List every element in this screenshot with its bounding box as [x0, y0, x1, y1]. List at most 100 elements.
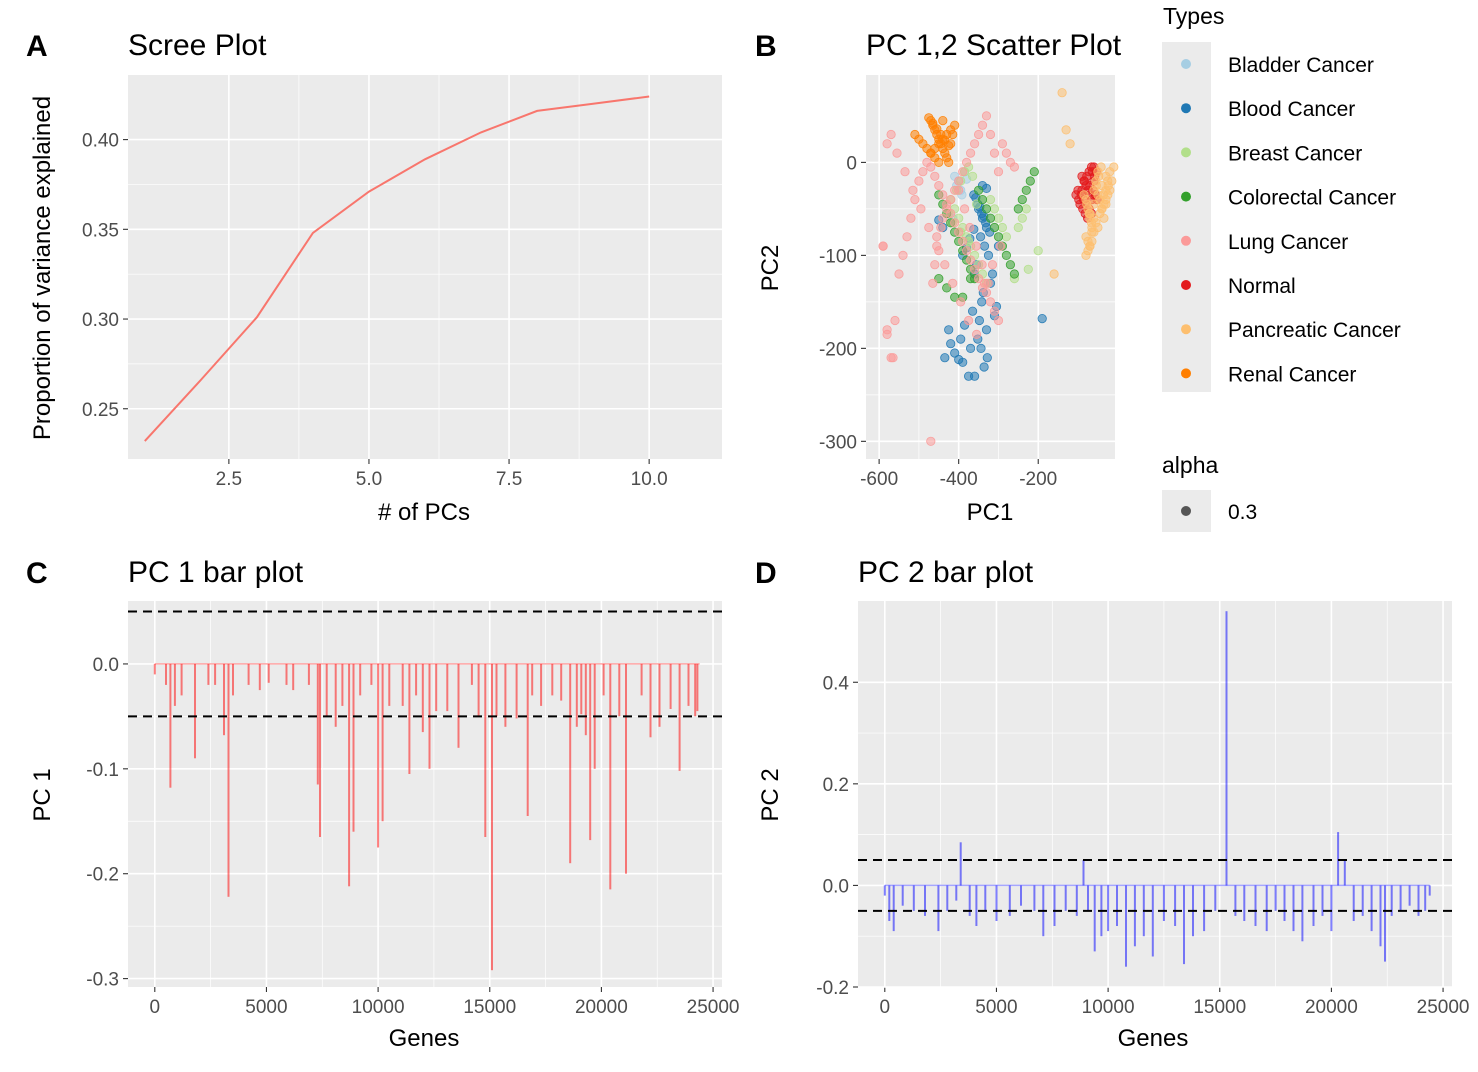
scatter-point-blood-cancer [956, 334, 966, 344]
legend-alpha-title: alpha [1162, 452, 1218, 478]
gene-bar [470, 663, 473, 685]
scatter-point-lung-cancer [882, 329, 892, 339]
scatter-point-blood-cancer [1037, 313, 1047, 324]
gene-bar [1424, 885, 1427, 911]
panel-tag-d: D [755, 557, 777, 590]
gene-bar [207, 663, 210, 685]
legend-types-key-background [1162, 42, 1211, 392]
gene-bar [247, 663, 250, 685]
scatter-point-lung-cancer [995, 241, 1006, 251]
scatter-point-pancreatic-cancer [1091, 218, 1101, 228]
gene-bar [1093, 885, 1096, 952]
panel-tag-b: B [755, 30, 777, 63]
scatter-point-lung-cancer [969, 264, 980, 274]
axis-title-x-c: Genes [389, 1025, 460, 1052]
gene-bar [560, 663, 563, 701]
gene-bar [540, 663, 543, 706]
scatter-point-lung-cancer [985, 129, 996, 140]
gene-bar [348, 663, 351, 887]
scree-line [144, 95, 650, 442]
legend-types-title: Types [1163, 3, 1224, 29]
scatter-point-lung-cancer [878, 241, 888, 251]
legend-key-pancreatic-cancer [1181, 324, 1191, 335]
gene-bar [1133, 885, 1136, 947]
scatter-point-lung-cancer [965, 255, 976, 265]
gene-bar [1064, 885, 1067, 911]
scatter-point-lung-cancer [926, 436, 936, 446]
x-tick-label: -400 [940, 469, 978, 490]
gene-bar [153, 663, 156, 675]
x-tick-label: 0 [880, 997, 891, 1018]
gene-bar [1053, 885, 1056, 926]
scatter-point-lung-cancer [906, 213, 916, 223]
scatter-point-blood-cancer [946, 339, 956, 349]
scatter-point-pancreatic-cancer [1099, 199, 1109, 209]
scatter-point-pancreatic-cancer [1103, 190, 1113, 200]
scatter-point-breast-cancer [1021, 204, 1031, 214]
gene-bar [232, 663, 234, 696]
gene-bar [341, 663, 344, 706]
scatter-point-lung-cancer [926, 162, 936, 172]
plot-title-c: PC 1 bar plot [128, 556, 304, 589]
gene-bar [1234, 885, 1237, 916]
gene-bar [1087, 885, 1089, 911]
scatter-point-pancreatic-cancer [1096, 162, 1106, 172]
gene-bar [325, 663, 328, 717]
scatter-point-breast-cancer [1001, 232, 1012, 242]
scatter-point-lung-cancer [989, 306, 1000, 316]
scatter-point-lung-cancer [956, 297, 966, 307]
gene-bar [1379, 885, 1382, 947]
y-tick-label: 0.30 [82, 310, 119, 331]
scatter-point-blood-cancer [976, 343, 986, 353]
gene-bar [1312, 885, 1315, 926]
x-tick-label: 25000 [687, 997, 740, 1018]
x-tick-label: 15000 [463, 997, 516, 1018]
pc2-bar-plot: 0 5000 10000 15000 20000 25000 0.4 0.2 0.0 -0.2 [816, 601, 1469, 1018]
gene-bar [569, 663, 572, 864]
scatter-point-lung-cancer [936, 222, 946, 233]
scatter-point-lung-cancer [886, 129, 896, 140]
scatter-point-colorectal-cancer [965, 273, 976, 284]
gene-bar [955, 885, 958, 901]
gene-bar [1301, 885, 1304, 942]
gene-bar [1107, 885, 1110, 932]
scatter-point-colorectal-cancer [1001, 250, 1012, 260]
y-tick-label: 0.35 [82, 220, 119, 241]
scatter-point-normal [1086, 162, 1097, 172]
legend-label: Blood Cancer [1228, 98, 1355, 121]
scatter-point-colorectal-cancer [1017, 195, 1027, 205]
scatter-point-lung-cancer [973, 129, 984, 140]
gene-bar [609, 663, 612, 890]
scatter-point-lung-cancer [938, 190, 948, 200]
scatter-point-pancreatic-cancer [1097, 181, 1107, 191]
gene-bar [1033, 885, 1036, 911]
scatter-point-renal-cancer [944, 157, 954, 167]
x-tick-label: 10000 [352, 997, 405, 1018]
scatter-point-pancreatic-cancer [1095, 208, 1105, 219]
scatter-point-lung-cancer [928, 278, 938, 288]
panel-tag-a: A [26, 30, 48, 63]
scatter-point-lung-cancer [985, 297, 996, 307]
y-tick-label: -300 [819, 432, 857, 453]
scatter-point-colorectal-cancer [973, 185, 984, 195]
y-tick-label: 0 [846, 153, 857, 174]
scatter-point-lung-cancer [973, 273, 984, 284]
scatter-point-blood-cancer [981, 325, 992, 335]
gene-bar [1183, 885, 1185, 965]
scatter-point-lung-cancer [954, 176, 964, 186]
gene-bar [370, 663, 373, 685]
y-tick-label: -0.1 [86, 760, 119, 781]
gene-bar [1008, 885, 1011, 916]
scatter-point-lung-cancer [888, 353, 898, 363]
gene-bar [901, 885, 904, 906]
scatter-point-lung-cancer [965, 148, 976, 158]
gene-bar [888, 885, 891, 921]
scatter-point-lung-cancer [908, 185, 918, 195]
scatter-point-breast-cancer [1013, 222, 1023, 233]
gene-bar [551, 663, 554, 696]
gene-bar [388, 663, 391, 706]
legend-types-entries: Bladder Cancer Blood Cancer Breast Cancer C… [1181, 54, 1401, 386]
gene-bar [995, 885, 998, 921]
gene-bar [892, 885, 895, 932]
